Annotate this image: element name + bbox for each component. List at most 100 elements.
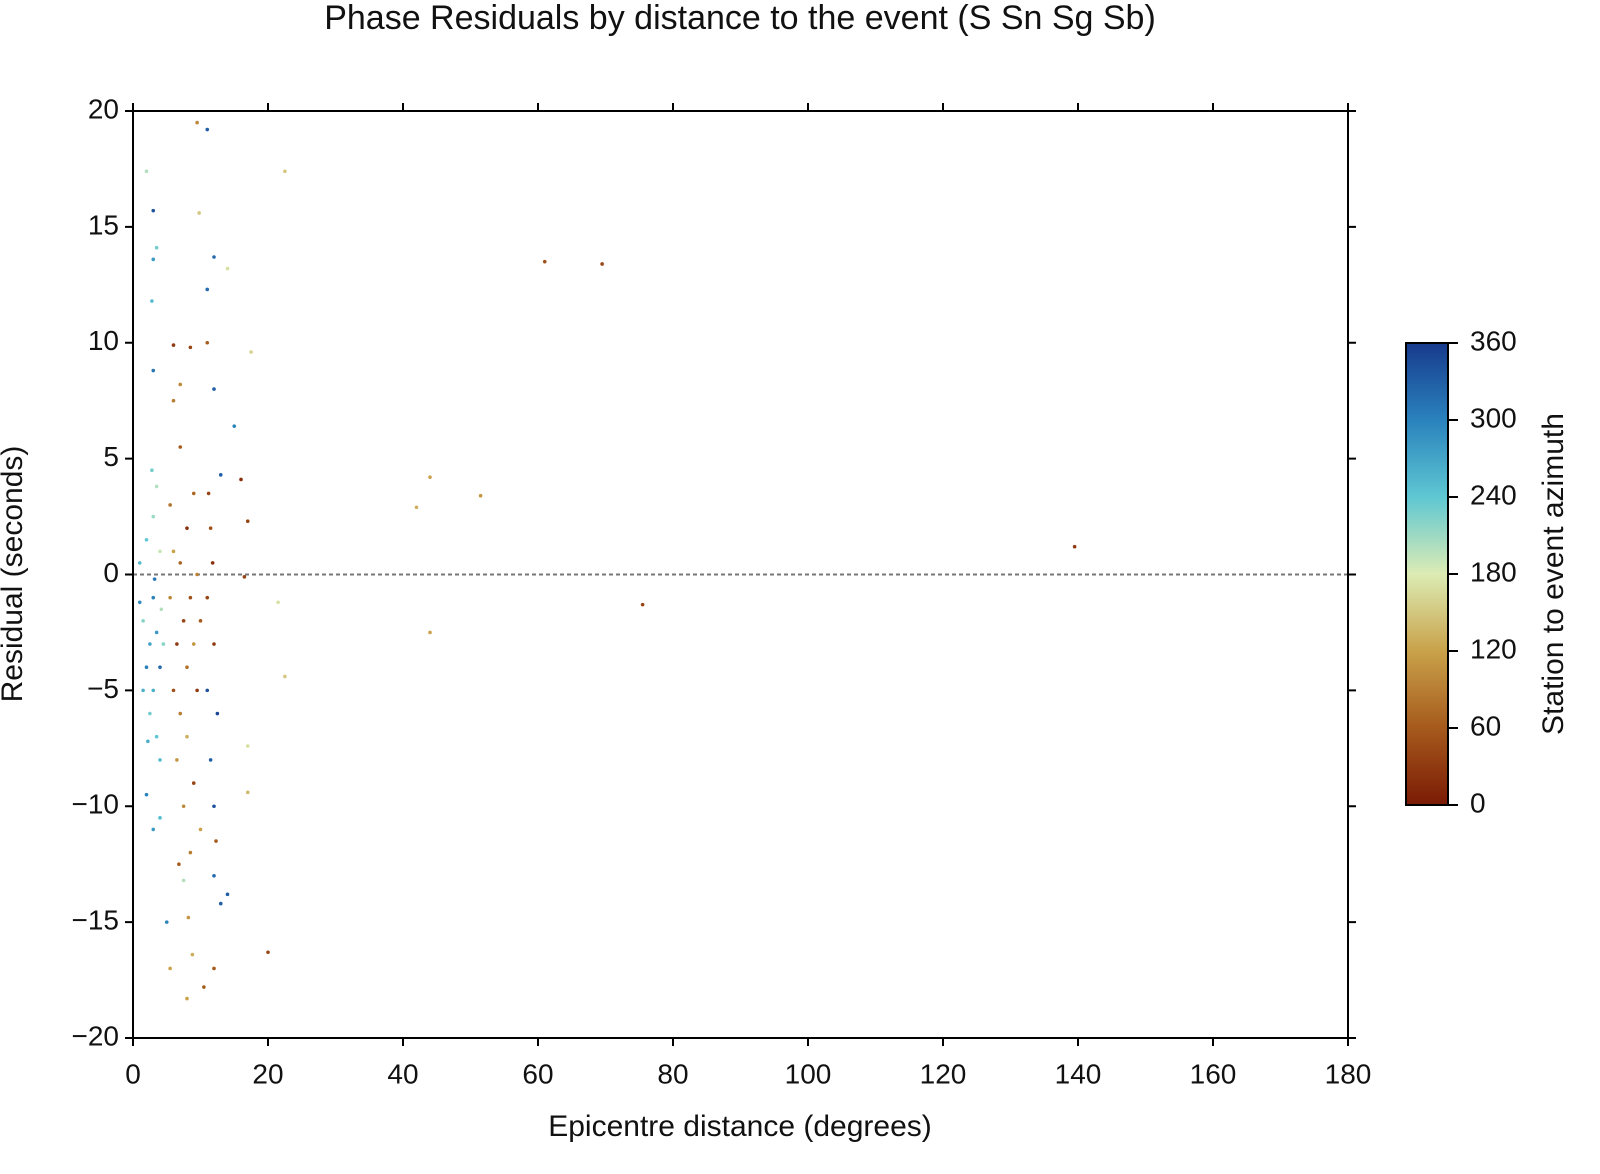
point xyxy=(266,950,270,955)
point xyxy=(158,665,162,669)
point xyxy=(151,595,156,600)
point xyxy=(154,630,159,635)
point xyxy=(212,804,216,809)
point xyxy=(191,491,196,496)
point xyxy=(154,484,159,489)
point xyxy=(171,688,176,693)
point xyxy=(245,744,250,748)
y-tick-label: 20 xyxy=(88,93,119,124)
point xyxy=(178,711,183,716)
x-tick-label: 140 xyxy=(1055,1058,1102,1089)
point xyxy=(151,688,156,693)
point xyxy=(232,424,237,428)
point xyxy=(141,619,145,623)
point xyxy=(214,839,218,843)
y-tick-label: −5 xyxy=(87,673,119,704)
point xyxy=(151,208,156,213)
plot-frame xyxy=(132,110,1349,1039)
point xyxy=(205,595,210,600)
x-tick-label: 40 xyxy=(387,1058,418,1089)
x-tick-label: 120 xyxy=(920,1058,967,1089)
point xyxy=(640,602,645,607)
point xyxy=(191,781,196,785)
point xyxy=(414,505,419,510)
y-tick-label: 0 xyxy=(103,557,119,588)
point xyxy=(152,577,157,581)
x-tick-label: 80 xyxy=(657,1058,688,1089)
y-tick-label: 10 xyxy=(88,325,119,356)
point xyxy=(154,245,159,250)
point xyxy=(225,266,230,271)
point xyxy=(428,475,432,479)
colorbar-tick-label: 60 xyxy=(1470,710,1501,741)
point xyxy=(178,445,183,449)
point xyxy=(188,595,193,600)
point xyxy=(542,259,547,264)
point xyxy=(186,915,191,920)
point xyxy=(159,607,164,612)
point xyxy=(150,299,154,303)
point xyxy=(428,630,432,635)
point xyxy=(137,561,142,565)
point xyxy=(144,665,149,669)
point xyxy=(146,739,150,744)
point xyxy=(276,600,280,605)
point xyxy=(141,688,145,693)
point xyxy=(283,169,287,174)
point xyxy=(283,674,287,679)
point xyxy=(151,368,156,373)
point xyxy=(148,642,152,646)
point xyxy=(195,572,199,577)
point xyxy=(197,211,201,215)
colorbar-label: Station to event azimuth xyxy=(1537,413,1570,735)
point xyxy=(177,862,181,866)
point xyxy=(178,561,183,565)
point xyxy=(185,665,189,669)
colorbar-tick-label: 120 xyxy=(1470,633,1517,664)
colorbar-tick-label: 180 xyxy=(1470,556,1517,587)
point xyxy=(181,804,186,809)
point xyxy=(218,901,223,906)
chart-title: Phase Residuals by distance to the event… xyxy=(324,0,1156,37)
x-axis-label: Epicentre distance (degrees) xyxy=(548,1110,932,1143)
y-tick-label: −10 xyxy=(72,789,120,820)
point xyxy=(171,343,176,347)
point xyxy=(154,734,159,739)
x-tick-label: 180 xyxy=(1325,1058,1372,1089)
point xyxy=(175,642,179,646)
point xyxy=(175,758,179,762)
x-tick-label: 100 xyxy=(785,1058,832,1089)
point xyxy=(150,468,154,473)
point xyxy=(206,491,211,496)
point xyxy=(188,345,193,350)
point xyxy=(245,790,250,795)
point xyxy=(168,966,172,971)
point xyxy=(161,642,166,646)
point xyxy=(195,688,199,693)
y-tick-label: −15 xyxy=(72,905,120,936)
point xyxy=(242,575,247,579)
point xyxy=(181,878,186,883)
point xyxy=(218,473,223,477)
point xyxy=(144,792,149,797)
y-axis-label: Residual (seconds) xyxy=(0,446,29,703)
colorbar-tick-label: 240 xyxy=(1470,479,1517,510)
point xyxy=(239,477,243,482)
point xyxy=(148,711,152,716)
point xyxy=(171,549,176,554)
point xyxy=(151,257,156,262)
point xyxy=(185,734,189,739)
point xyxy=(191,642,196,646)
y-tick-label: −20 xyxy=(72,1020,120,1051)
point xyxy=(212,873,216,878)
colorbar-tick-label: 360 xyxy=(1470,325,1517,356)
point xyxy=(190,952,195,957)
point xyxy=(151,827,156,832)
point xyxy=(212,642,216,646)
x-tick-label: 20 xyxy=(252,1058,283,1089)
point xyxy=(158,758,162,762)
x-tick-label: 60 xyxy=(522,1058,553,1089)
point xyxy=(245,519,250,523)
point xyxy=(168,503,172,507)
